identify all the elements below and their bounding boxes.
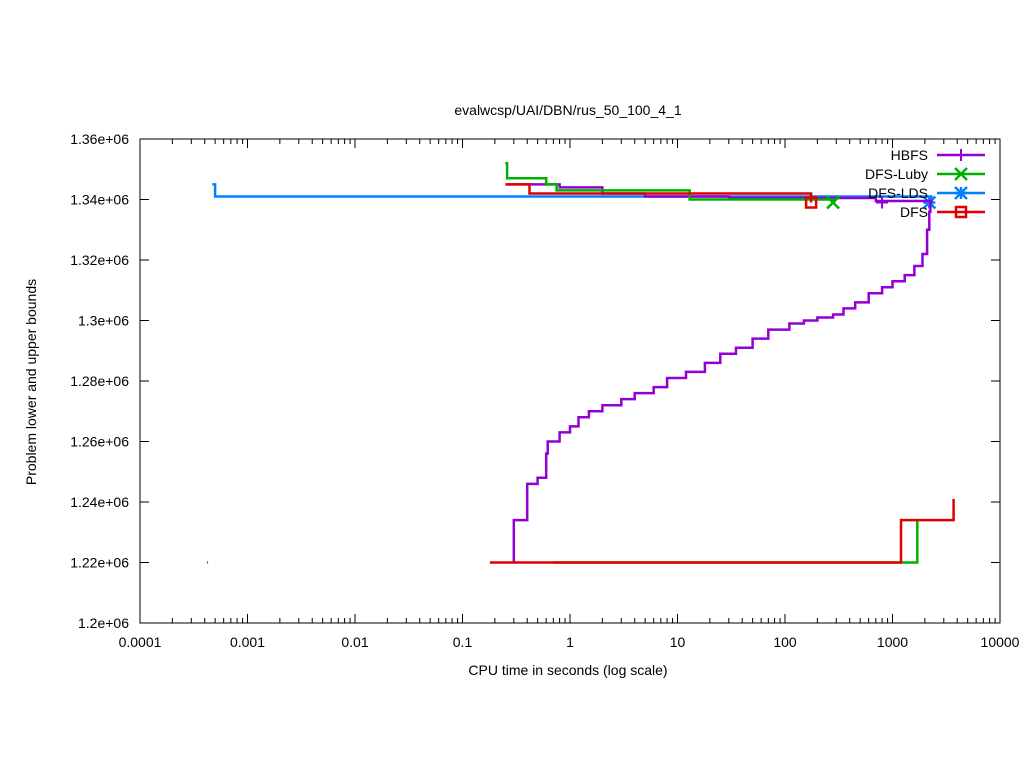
x-tick-label: 10	[670, 634, 686, 650]
plot-frame	[139, 138, 1001, 624]
legend-label-dfs-lds: DFS-LDS	[868, 185, 928, 201]
series-dfs-luby-marker	[826, 195, 840, 210]
y-tick-label: 1.36e+06	[70, 131, 129, 147]
series-dfs-luby-marker-b	[826, 195, 840, 210]
legend-label-dfs-luby: DFS-Luby	[865, 166, 928, 182]
y-axis-label: Problem lower and upper bounds	[23, 279, 39, 485]
legend-marker-dfs-lds	[954, 186, 968, 200]
legend-marker-hbfs	[955, 149, 967, 161]
series-dfs-lds-upper-line	[212, 183, 933, 203]
y-tick-label: 1.28e+06	[70, 373, 129, 389]
legend-marker-dfs	[954, 205, 968, 219]
x-tick-label: 1000	[877, 634, 908, 650]
series-dfs-lower-line	[489, 499, 955, 564]
series-layer	[207, 161, 955, 564]
y-tick-label: 1.34e+06	[70, 192, 129, 208]
x-tick-label: 0.001	[230, 634, 265, 650]
series-dfs-luby-upper-line	[505, 161, 835, 202]
legend: HBFS DFS-Luby DFS-LDS DFS	[865, 147, 985, 220]
x-tick-label: 0.1	[453, 634, 473, 650]
legend-marker-dfs-box	[954, 205, 968, 219]
y-tick-label: 1.32e+06	[70, 252, 129, 268]
legend-marker-dfs-luby-b	[954, 167, 968, 181]
y-tick-label: 1.26e+06	[70, 434, 129, 450]
y-tick-label: 1.22e+06	[70, 555, 129, 571]
y-tick-label: 1.2e+06	[78, 615, 129, 631]
y-tick-label: 1.3e+06	[78, 313, 129, 329]
x-tick-label: 10000	[981, 634, 1020, 650]
x-tick-label: 1	[566, 634, 574, 650]
series-hbfs-upper-line	[507, 183, 933, 203]
y-tick-label: 1.24e+06	[70, 494, 129, 510]
series-dfs-upper-line	[505, 183, 813, 203]
series-dfs-marker-box	[804, 196, 818, 209]
legend-label-dfs: DFS	[900, 204, 928, 220]
chart-title: evalwcsp/UAI/DBN/rus_50_100_4_1	[454, 102, 681, 118]
x-axis-label: CPU time in seconds (log scale)	[468, 662, 667, 678]
series-dfs-luby-lower-line	[553, 520, 919, 564]
series-hbfs-lower-line	[512, 202, 932, 563]
x-tick-label: 0.01	[341, 634, 368, 650]
series-hbfs-marker	[876, 196, 889, 209]
x-tick-label: 100	[773, 634, 797, 650]
legend-marker-dfs-luby	[954, 167, 968, 181]
legend-label-hbfs: HBFS	[891, 147, 928, 163]
x-tick-label: 0.0001	[119, 634, 162, 650]
series-dfs-marker	[804, 196, 818, 209]
axis-ticks: 0.0001 0.001 0.01 0.1 1 10 100 1000 10000 1.2e+06…	[70, 131, 1019, 650]
